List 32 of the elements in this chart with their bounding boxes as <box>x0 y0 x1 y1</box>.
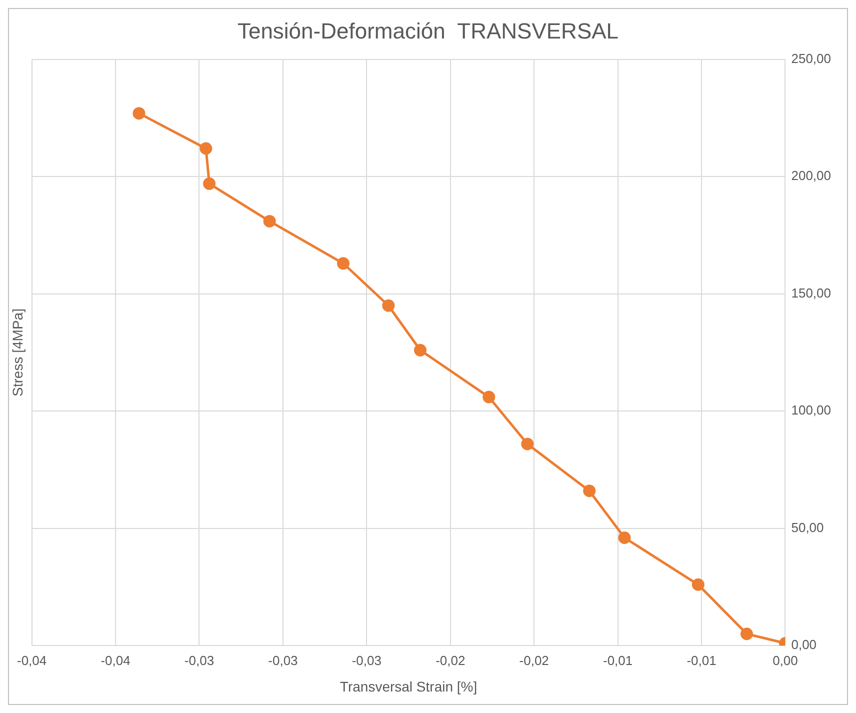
point <box>263 214 276 228</box>
point <box>482 390 496 404</box>
point <box>203 177 216 190</box>
chart-title: Tensión-Deformación TRANSVERSAL <box>237 18 619 44</box>
point <box>740 628 753 640</box>
x-axis-title: Transversal Strain [%] <box>340 678 478 694</box>
y-tick-label: 50,00 <box>791 520 824 535</box>
x-tick-label: -0,04 <box>100 652 130 668</box>
point <box>583 484 596 498</box>
x-tick-label: -0,01 <box>602 652 633 668</box>
y-tick-label: 200,00 <box>791 168 832 184</box>
y-axis-title: Stress [4MPa] <box>10 308 26 396</box>
y-tick-label: 0,00 <box>791 637 817 652</box>
point <box>521 438 534 450</box>
point <box>336 257 350 270</box>
point <box>132 107 146 120</box>
x-tick-label: -0,01 <box>686 652 716 668</box>
x-tick-label: -0,04 <box>16 652 47 668</box>
point <box>414 344 426 356</box>
point <box>382 299 395 312</box>
x-tick-label: -0,03 <box>352 652 382 668</box>
x-tick-label: -0,03 <box>268 652 298 668</box>
y-tick-label: 100,00 <box>791 402 832 418</box>
y-tick-label: 150,00 <box>791 285 832 300</box>
point <box>200 142 212 155</box>
y-tick-label: 250,00 <box>791 50 832 66</box>
x-tick-label: -0,03 <box>184 652 214 668</box>
x-tick-label: -0,02 <box>519 652 549 668</box>
x-tick-label: -0,02 <box>436 652 466 668</box>
point <box>618 531 631 544</box>
point <box>692 578 704 591</box>
x-tick-label: 0,00 <box>772 652 798 668</box>
